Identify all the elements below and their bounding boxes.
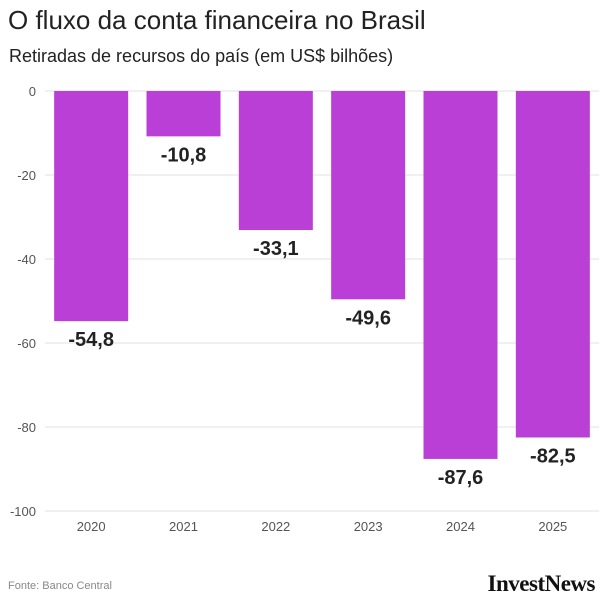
y-tick-label: 0 <box>29 84 36 99</box>
bar-2023 <box>331 91 406 300</box>
value-label: -33,1 <box>253 238 299 260</box>
bar-2020 <box>54 91 129 322</box>
value-label: -10,8 <box>161 144 207 166</box>
bar-2025 <box>515 91 590 438</box>
y-tick-label: -100 <box>10 504 36 519</box>
y-tick-label: -20 <box>17 168 36 183</box>
y-axis-ticks: 0 -20 -40 -60 -80 -100 <box>10 84 36 519</box>
x-tick-label: 2020 <box>77 519 106 534</box>
y-tick-label: -60 <box>17 336 36 351</box>
value-label: -87,6 <box>438 467 484 489</box>
x-tick-label: 2021 <box>169 519 198 534</box>
bars <box>54 91 590 459</box>
gridlines <box>45 90 599 512</box>
value-label: -54,8 <box>68 329 114 351</box>
x-tick-label: 2024 <box>446 519 475 534</box>
bar-2021 <box>146 91 221 137</box>
bar-2022 <box>238 91 313 231</box>
value-label: -49,6 <box>345 307 391 329</box>
x-tick-label: 2023 <box>354 519 383 534</box>
chart-subtitle: Retiradas de recursos do país (em US$ bi… <box>9 46 394 66</box>
chart-title: O fluxo da conta financeira no Brasil <box>8 5 426 35</box>
x-tick-label: 2025 <box>538 519 567 534</box>
investnews-logo: InvestNews <box>487 571 596 596</box>
x-axis-ticks: 2020 2021 2022 2023 2024 2025 <box>77 519 568 534</box>
bar-2024 <box>423 91 498 459</box>
value-label: -82,5 <box>530 446 576 468</box>
source-note: Fonte: Banco Central <box>8 580 112 592</box>
x-tick-label: 2022 <box>261 519 290 534</box>
y-tick-label: -80 <box>17 420 36 435</box>
value-labels: -54,8 -10,8 -33,1 -49,6 -87,6 -82,5 <box>68 144 575 489</box>
y-tick-label: -40 <box>17 252 36 267</box>
